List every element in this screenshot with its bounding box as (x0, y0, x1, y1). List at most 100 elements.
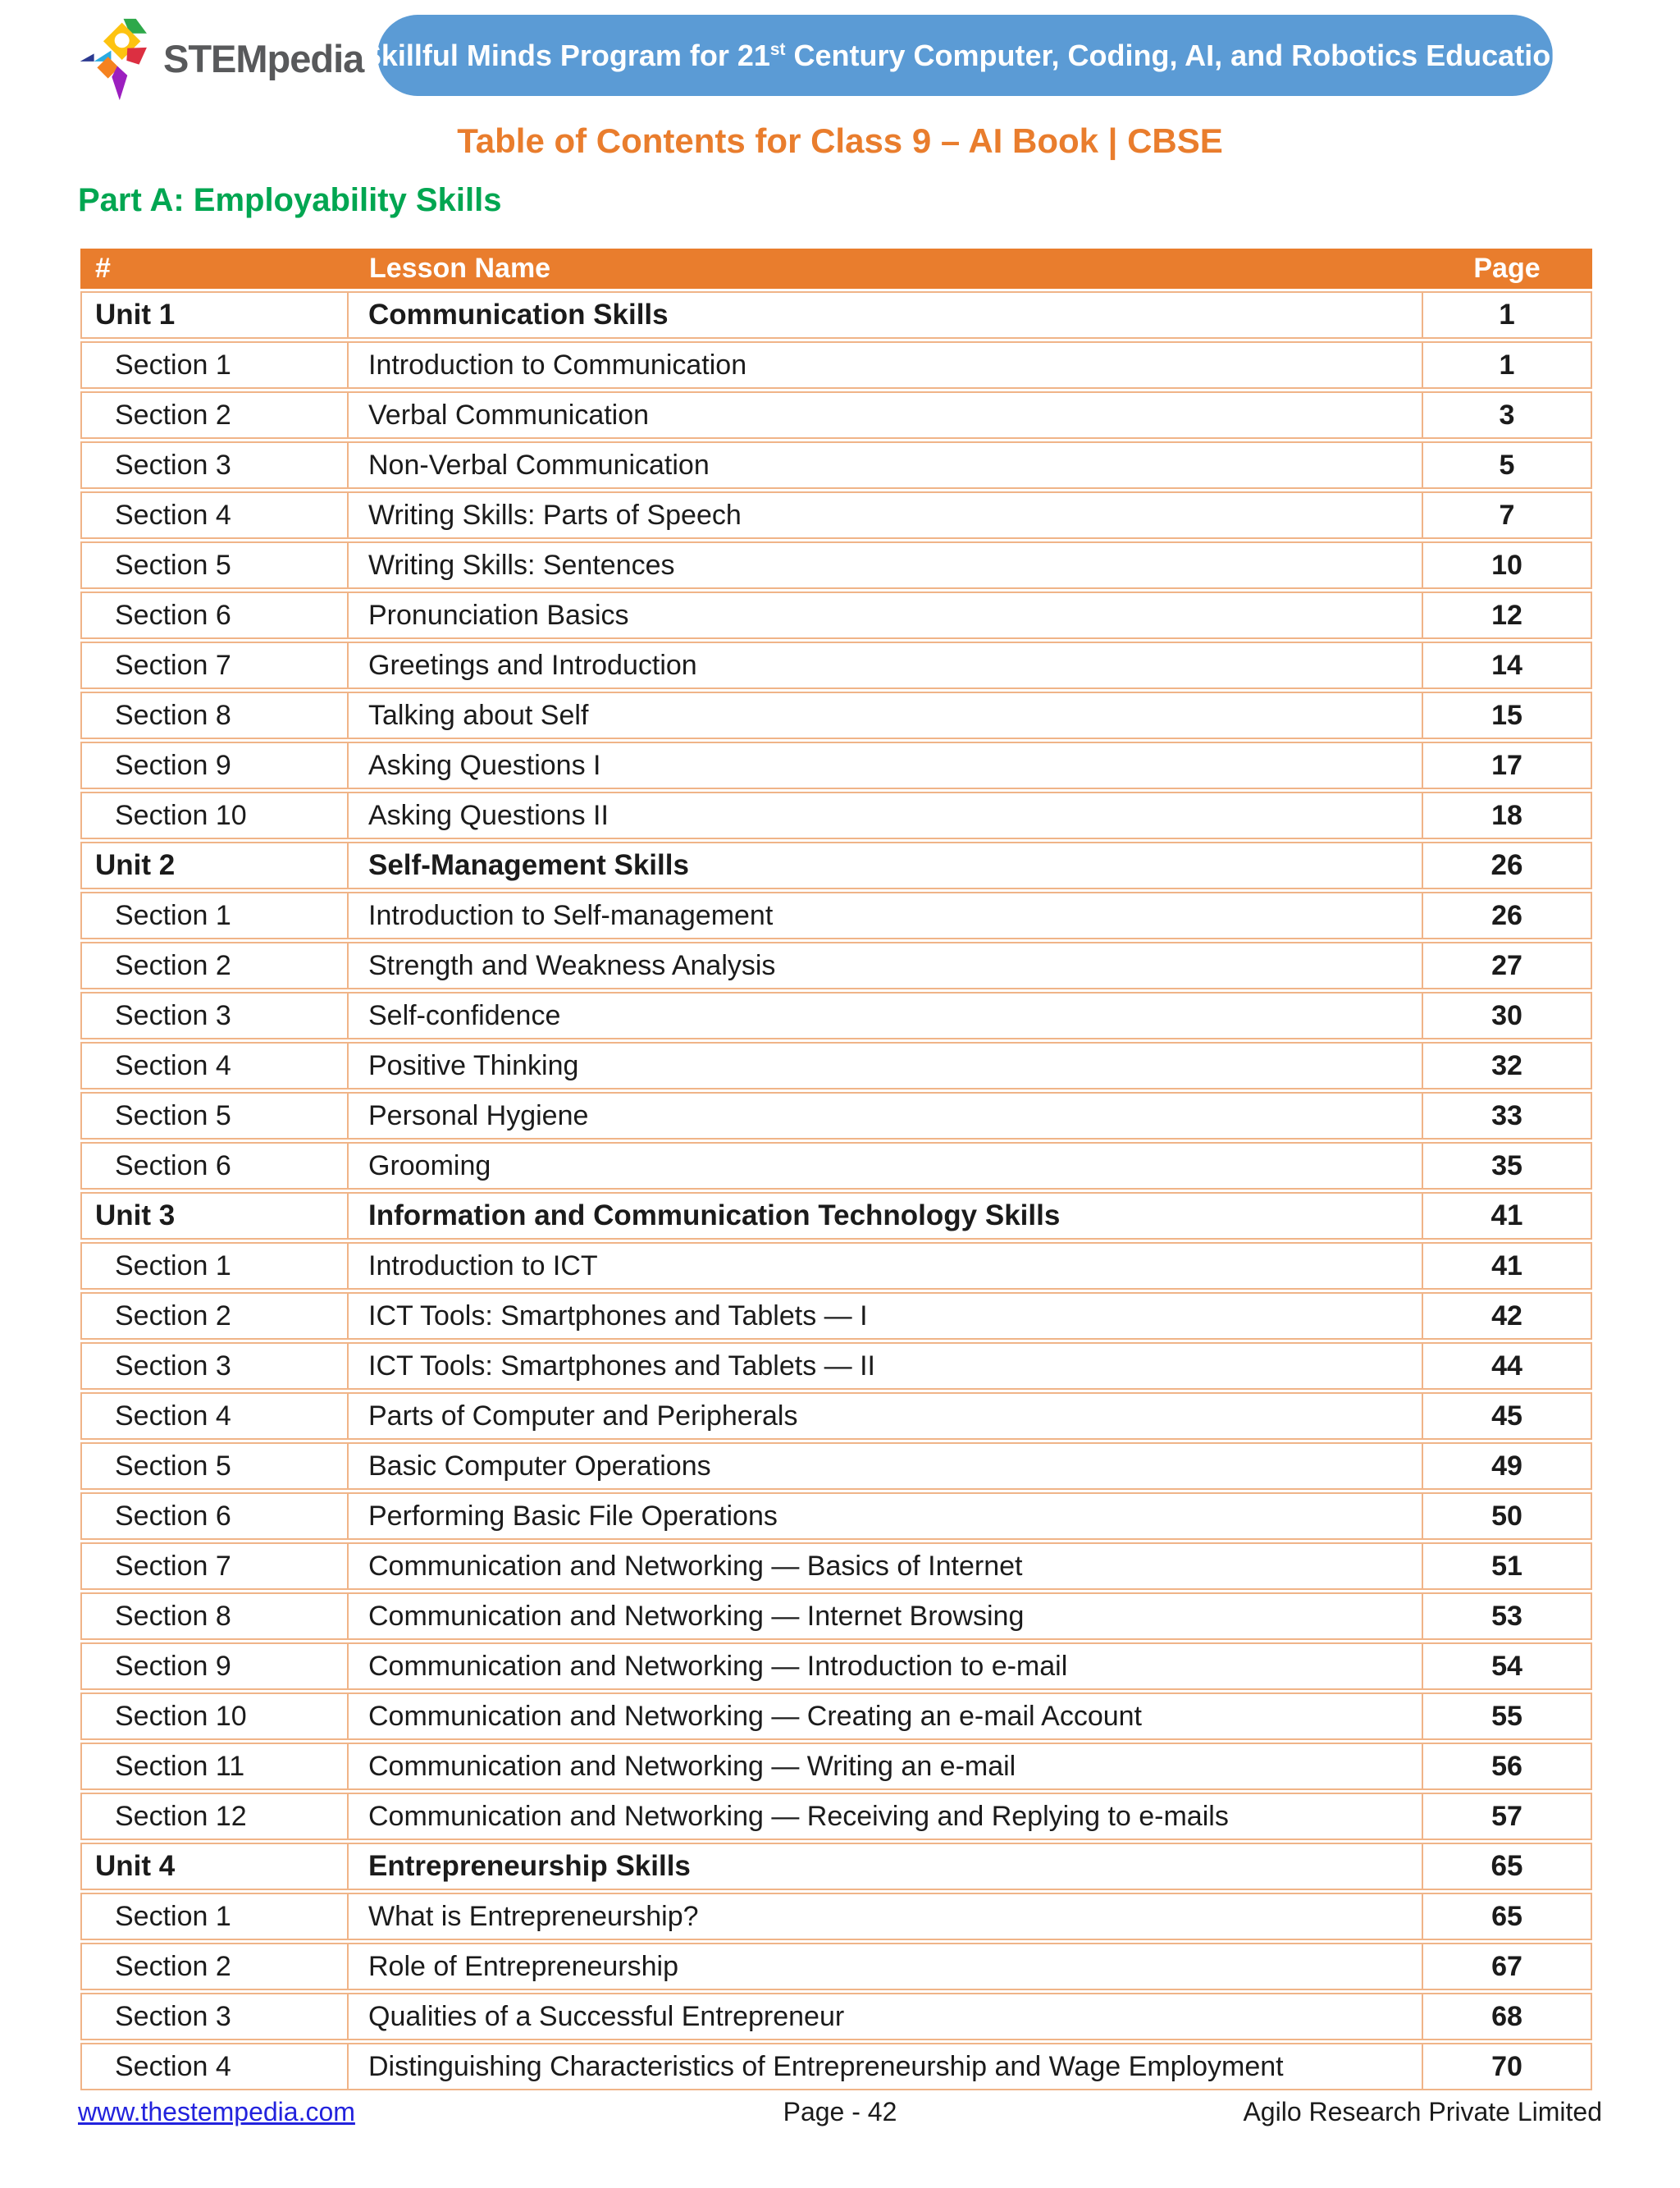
lesson-name-cell: Communication and Networking — Basics of… (368, 1550, 1023, 1582)
page-number-cell: 26 (1422, 893, 1591, 938)
page-number-cell: 15 (1422, 693, 1591, 738)
lesson-name-cell: Qualities of a Successful Entrepreneur (368, 2000, 845, 2032)
row-number-cell: Section 6 (82, 1494, 349, 1538)
page-number-cell: 56 (1422, 1744, 1591, 1788)
row-number-cell: Section 1 (82, 1894, 349, 1939)
page-number-cell: 55 (1422, 1694, 1591, 1738)
lesson-name-cell: What is Entrepreneurship? (368, 1900, 699, 1932)
page-number-cell: 7 (1422, 493, 1591, 537)
table-header-row: # Lesson Name Page (80, 249, 1592, 289)
row-number-cell: Section 9 (82, 1644, 349, 1688)
table-row: Section 10 Communication and Networking … (80, 1692, 1592, 1740)
row-number-cell: Section 9 (82, 743, 349, 788)
row-number-cell: Section 8 (82, 693, 349, 738)
lesson-name-cell: Positive Thinking (368, 1049, 579, 1081)
table-body: Unit 1 Communication Skills 1 Section 1 … (80, 291, 1592, 2090)
page-footer: www.thestempedia.com Page - 42 Agilo Res… (78, 2097, 1602, 2127)
row-number-cell: Section 2 (82, 1294, 349, 1338)
row-number-cell: Section 6 (82, 593, 349, 637)
page-number-cell: 44 (1422, 1344, 1591, 1388)
page-number-cell: 65 (1422, 1894, 1591, 1939)
page-number-cell: 3 (1422, 393, 1591, 437)
table-row: Section 7 Greetings and Introduction 14 (80, 642, 1592, 689)
row-number-cell: Section 1 (82, 1244, 349, 1288)
lesson-name-cell: Non-Verbal Communication (368, 449, 710, 481)
lesson-name-cell: Communication and Networking — Writing a… (368, 1750, 1016, 1782)
lesson-name-cell: Writing Skills: Sentences (368, 549, 675, 581)
lesson-name-cell: Distinguishing Characteristics of Entrep… (368, 2050, 1284, 2082)
page-number-cell: 41 (1422, 1244, 1591, 1288)
lesson-name-cell: Grooming (368, 1149, 491, 1181)
row-number-cell: Section 11 (82, 1744, 349, 1788)
lesson-name-cell: ICT Tools: Smartphones and Tablets — II (368, 1350, 875, 1382)
column-header-lesson-name: Lesson Name (369, 253, 551, 284)
table-row: Unit 2 Self-Management Skills 26 (80, 842, 1592, 889)
lesson-name-cell: Verbal Communication (368, 399, 650, 431)
page-number-cell: 68 (1422, 1994, 1591, 2039)
page-number-cell: 49 (1422, 1444, 1591, 1488)
banner-text: Skillful Minds Program for 21st Century … (361, 38, 1569, 72)
lesson-name-cell: Communication and Networking — Receiving… (368, 1800, 1229, 1832)
row-number-cell: Section 1 (82, 893, 349, 938)
table-row: Section 4 Parts of Computer and Peripher… (80, 1392, 1592, 1440)
page-number-cell: 45 (1422, 1394, 1591, 1438)
lesson-name-cell: Strength and Weakness Analysis (368, 949, 776, 981)
lesson-name-cell: Introduction to Communication (368, 349, 747, 381)
page-number-cell: 27 (1422, 943, 1591, 988)
row-number-cell: Section 10 (82, 793, 349, 838)
lesson-name-cell: Personal Hygiene (368, 1099, 589, 1131)
table-row: Section 9 Asking Questions I 17 (80, 742, 1592, 789)
lesson-name-cell: Pronunciation Basics (368, 599, 629, 631)
lesson-name-cell: Greetings and Introduction (368, 649, 697, 681)
page-number-cell: 1 (1422, 293, 1591, 337)
footer-page-label: Page - 42 (783, 2097, 897, 2126)
page-number-cell: 26 (1422, 843, 1591, 888)
row-number-cell: Unit 3 (82, 1194, 349, 1238)
table-row: Unit 3 Information and Communication Tec… (80, 1192, 1592, 1240)
footer-company: Agilo Research Private Limited (1243, 2097, 1602, 2126)
lesson-name-cell: Basic Computer Operations (368, 1450, 711, 1482)
page-number-cell: 5 (1422, 443, 1591, 487)
row-number-cell: Section 5 (82, 543, 349, 587)
row-number-cell: Section 6 (82, 1144, 349, 1188)
table-row: Section 7 Communication and Networking —… (80, 1542, 1592, 1590)
lesson-name-cell: Communication and Networking — Internet … (368, 1600, 1025, 1632)
table-row: Section 5 Basic Computer Operations 49 (80, 1442, 1592, 1490)
row-number-cell: Section 7 (82, 1544, 349, 1588)
lesson-name-cell: Information and Communication Technology… (368, 1199, 1061, 1231)
lesson-name-cell: Communication and Networking — Introduct… (368, 1650, 1068, 1682)
table-row: Section 6 Grooming 35 (80, 1142, 1592, 1190)
page-number-cell: 57 (1422, 1794, 1591, 1839)
stempedia-rocket-icon (80, 18, 147, 101)
row-number-cell: Section 3 (82, 1344, 349, 1388)
column-header-page: Page (1473, 253, 1541, 284)
lesson-name-cell: Self-confidence (368, 999, 561, 1031)
table-row: Section 8 Communication and Networking —… (80, 1592, 1592, 1640)
table-row: Section 12 Communication and Networking … (80, 1793, 1592, 1840)
lesson-name-cell: Introduction to Self-management (368, 899, 774, 931)
table-row: Section 9 Communication and Networking —… (80, 1642, 1592, 1690)
page-number-cell: 41 (1422, 1194, 1591, 1238)
table-row: Section 6 Pronunciation Basics 12 (80, 592, 1592, 639)
row-number-cell: Section 3 (82, 994, 349, 1038)
table-row: Section 6 Performing Basic File Operatio… (80, 1492, 1592, 1540)
page-number-cell: 67 (1422, 1944, 1591, 1989)
page-number-cell: 1 (1422, 343, 1591, 387)
row-number-cell: Section 2 (82, 943, 349, 988)
table-row: Section 2 Role of Entrepreneurship 67 (80, 1943, 1592, 1990)
page-number-cell: 70 (1422, 2044, 1591, 2089)
website-link[interactable]: www.thestempedia.com (78, 2097, 355, 2126)
table-row: Section 3 Self-confidence 30 (80, 992, 1592, 1039)
row-number-cell: Section 4 (82, 2044, 349, 2089)
row-number-cell: Section 5 (82, 1094, 349, 1138)
row-number-cell: Section 4 (82, 1044, 349, 1088)
row-number-cell: Section 8 (82, 1594, 349, 1638)
page-header: STEMpedia (78, 12, 364, 104)
page-number-cell: 17 (1422, 743, 1591, 788)
row-number-cell: Unit 2 (82, 843, 349, 888)
table-row: Section 3 Qualities of a Successful Entr… (80, 1993, 1592, 2040)
lesson-name-cell: Communication and Networking — Creating … (368, 1700, 1143, 1732)
lesson-name-cell: Self-Management Skills (368, 849, 689, 881)
table-row: Section 4 Positive Thinking 32 (80, 1042, 1592, 1089)
